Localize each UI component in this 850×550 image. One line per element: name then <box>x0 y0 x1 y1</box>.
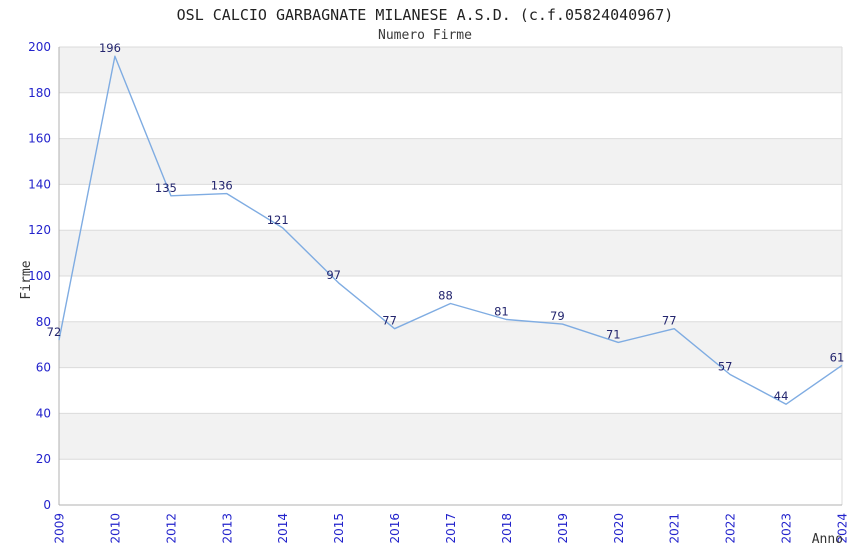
y-tick-label: 180 <box>28 86 51 100</box>
data-point-label: 77 <box>382 314 397 328</box>
x-tick-label: 2019 <box>556 513 570 544</box>
data-point-label: 77 <box>662 314 677 328</box>
x-tick-label: 2024 <box>836 513 850 544</box>
y-tick-label: 60 <box>36 361 51 375</box>
data-point-label: 135 <box>155 181 177 195</box>
x-tick-label: 2023 <box>780 513 794 544</box>
chart-subtitle: Numero Firme <box>378 28 472 43</box>
data-point-label: 61 <box>830 350 845 364</box>
plot-band <box>59 413 842 460</box>
data-point-label: 196 <box>99 41 121 55</box>
y-tick-label: 200 <box>28 40 51 54</box>
y-tick-label: 0 <box>43 498 51 512</box>
data-point-label: 81 <box>494 305 509 319</box>
x-tick-label: 2017 <box>444 513 458 544</box>
data-point-label: 57 <box>718 359 733 373</box>
y-tick-label: 20 <box>36 452 51 466</box>
y-tick-label: 40 <box>36 406 51 420</box>
chart-title: OSL CALCIO GARBAGNATE MILANESE A.S.D. (c… <box>176 6 674 24</box>
x-tick-label: 2012 <box>164 513 178 544</box>
plot-band <box>59 138 842 185</box>
x-tick-label: 2018 <box>500 513 514 544</box>
data-point-label: 71 <box>606 327 621 341</box>
data-line <box>58 55 843 405</box>
y-tick-label: 120 <box>28 223 51 237</box>
y-tick-label: 160 <box>28 132 51 146</box>
x-axis-title: Anno <box>812 532 843 547</box>
data-point-label: 121 <box>267 213 289 227</box>
y-axis-title: Firme <box>19 260 34 299</box>
plot-band <box>59 230 842 276</box>
data-point-label: 88 <box>438 288 453 302</box>
x-tick-label: 2014 <box>276 513 290 544</box>
x-tick-label: 2013 <box>220 513 234 544</box>
y-tick-label: 80 <box>36 315 51 329</box>
x-tick-label: 2015 <box>332 513 346 544</box>
x-tick-label: 2016 <box>388 513 402 544</box>
y-tick-label: 100 <box>28 269 51 283</box>
data-point-label: 136 <box>211 179 233 193</box>
x-tick-label: 2020 <box>612 513 626 544</box>
x-tick-label: 2009 <box>53 513 67 544</box>
data-point-label: 72 <box>47 325 62 339</box>
x-tick-label: 2021 <box>668 513 682 544</box>
data-point-label: 79 <box>550 309 565 323</box>
data-point-label: 97 <box>326 268 341 282</box>
x-tick-label: 2010 <box>108 513 122 544</box>
y-tick-label: 140 <box>28 177 51 191</box>
x-tick-label: 2022 <box>724 513 738 544</box>
data-point-label: 44 <box>774 389 789 403</box>
plot-band <box>59 47 842 93</box>
